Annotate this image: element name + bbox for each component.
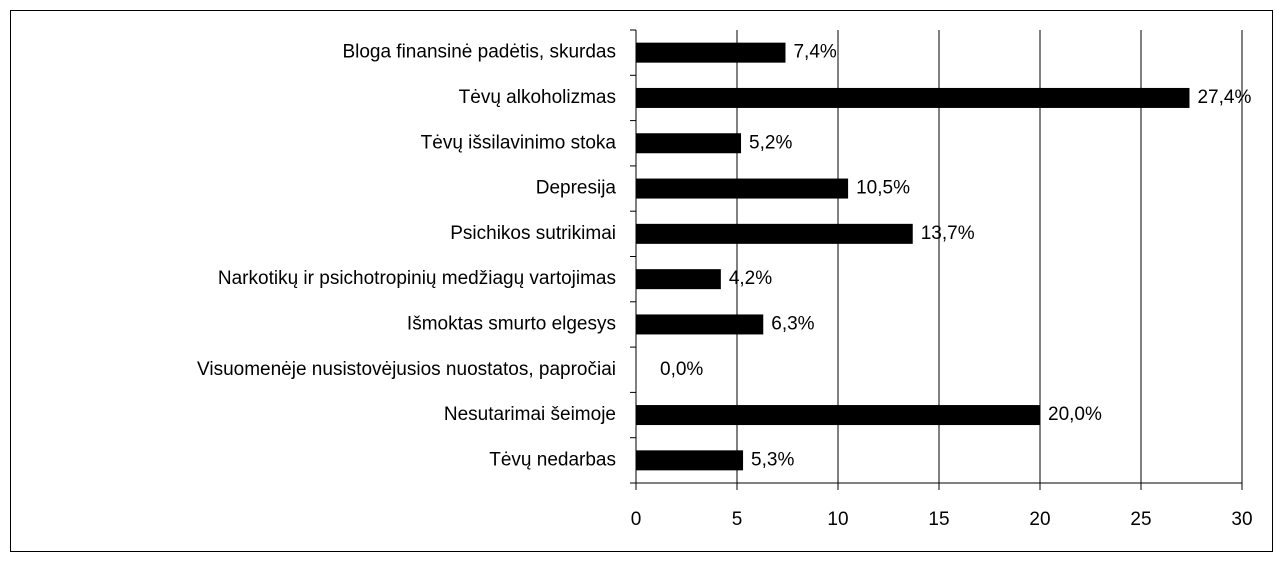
- value-label: 4,2%: [729, 268, 772, 289]
- x-tick-label: 5: [732, 509, 743, 530]
- y-tick-label: Tėvų nedarbas: [489, 449, 616, 470]
- y-tick-label: Visuomenėje nusistovėjusios nuostatos, p…: [197, 359, 616, 380]
- value-label: 5,3%: [751, 449, 794, 470]
- y-tick-label: Depresija: [536, 178, 617, 199]
- x-tick-label: 25: [1130, 509, 1151, 530]
- x-tick-label: 0: [631, 509, 642, 530]
- bar: [636, 450, 744, 471]
- value-label: 27,4%: [1197, 87, 1251, 108]
- bar: [636, 405, 1040, 426]
- bar: [636, 223, 913, 244]
- y-tick-label: Psichikos sutrikimai: [450, 223, 616, 244]
- bar: [636, 42, 786, 63]
- value-label: 5,2%: [749, 132, 792, 153]
- bar: [636, 133, 742, 154]
- bar: [636, 178, 849, 199]
- value-label: 20,0%: [1048, 404, 1102, 425]
- x-tick-label: 15: [928, 509, 949, 530]
- bar: [636, 269, 721, 290]
- y-tick-label: Narkotikų ir psichotropinių medžiagų var…: [218, 268, 616, 289]
- y-tick-label: Nesutarimai šeimoje: [444, 404, 616, 425]
- x-tick-label: 10: [827, 509, 848, 530]
- bar: [636, 314, 764, 335]
- value-label: 10,5%: [856, 178, 910, 199]
- x-tick-label: 20: [1029, 509, 1050, 530]
- y-tick-label: Tėvų alkoholizmas: [459, 87, 616, 108]
- y-tick-label: Bloga finansinė padėtis, skurdas: [342, 42, 616, 63]
- bar: [636, 87, 1190, 108]
- chart-frame: [10, 10, 1273, 552]
- value-label: 13,7%: [921, 223, 975, 244]
- y-tick-label: Išmoktas smurto elgesys: [407, 313, 616, 334]
- x-tick-label: 30: [1231, 509, 1252, 530]
- value-label: 6,3%: [771, 313, 814, 334]
- y-tick-label: Tėvų išsilavinimo stoka: [421, 132, 617, 153]
- value-label: 0,0%: [660, 359, 703, 380]
- value-label: 7,4%: [793, 42, 836, 63]
